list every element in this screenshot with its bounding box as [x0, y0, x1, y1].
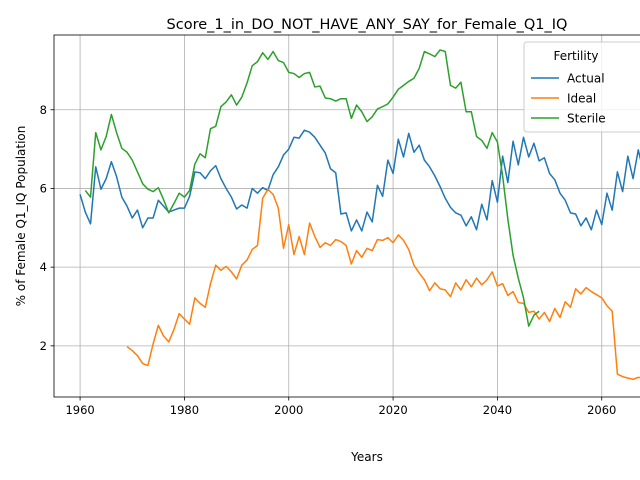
x-axis: 1960 1980 2000 2020 2040 2060 — [65, 397, 616, 417]
series-line-actual — [79, 129, 640, 232]
y-tick-label: 4 — [40, 260, 47, 274]
legend-label-actual: Actual — [567, 72, 605, 86]
x-tick-label: 2060 — [587, 403, 616, 417]
y-tick-label: 2 — [40, 339, 47, 353]
x-axis-label: Years — [350, 450, 383, 464]
legend-item-actual: Actual — [531, 72, 605, 86]
legend-title: Fertility — [553, 49, 598, 63]
chart-title: Score_1_in_DO_NOT_HAVE_ANY_SAY_for_Femal… — [167, 17, 568, 33]
y-tick-label: 8 — [40, 103, 47, 117]
x-tick-label: 2020 — [378, 403, 407, 417]
series-line-ideal — [126, 188, 640, 381]
x-tick-label: 2000 — [274, 403, 303, 417]
legend-item-sterile: Sterile — [531, 112, 606, 126]
x-tick-label: 2040 — [483, 403, 512, 417]
legend-items: Actual Ideal Sterile — [531, 72, 606, 126]
series-line-sterile — [84, 49, 540, 327]
legend-label-ideal: Ideal — [567, 92, 596, 106]
legend-label-sterile: Sterile — [567, 112, 606, 126]
series-layer — [79, 49, 640, 381]
y-axis-label: % of Female Q1_IQ Population — [14, 126, 28, 307]
x-tick-label: 1980 — [170, 403, 199, 417]
y-tick-label: 6 — [40, 181, 47, 195]
plot-frame — [53, 34, 640, 398]
legend-frame — [523, 41, 640, 133]
y-axis: 2 4 6 8 — [40, 103, 54, 353]
legend-item-ideal: Ideal — [531, 92, 596, 106]
x-tick-label: 1960 — [65, 403, 94, 417]
chart-legend: Fertility Actual Ideal Sterile — [523, 41, 640, 133]
